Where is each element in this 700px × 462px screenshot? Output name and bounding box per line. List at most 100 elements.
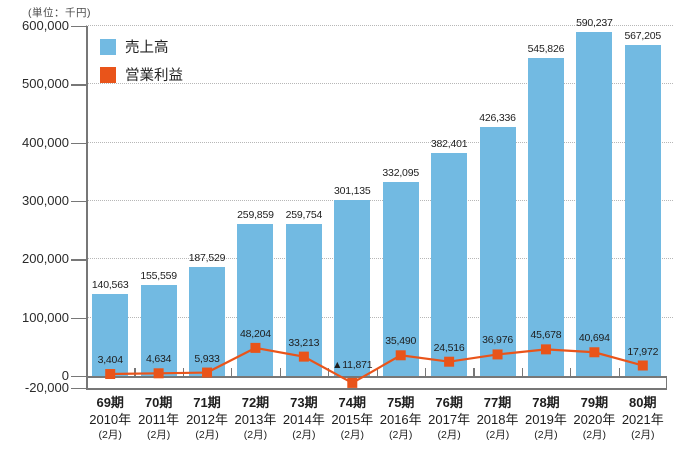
y-axis-tick bbox=[71, 26, 86, 28]
y-axis-label: 400,000 bbox=[22, 134, 69, 150]
legend-swatch-sales-icon bbox=[100, 38, 116, 55]
y-axis-label: -20,000 bbox=[24, 379, 69, 395]
x-axis-tick bbox=[570, 368, 572, 376]
x-axis-month-label: (2月) bbox=[631, 429, 655, 441]
x-axis-tick bbox=[618, 368, 620, 376]
legend-swatch-operating-profit-icon bbox=[100, 66, 116, 83]
revenue-bar bbox=[382, 182, 419, 376]
x-axis-year-label: 2010年 bbox=[89, 412, 132, 427]
profit-marker bbox=[347, 377, 358, 388]
x-axis-year-label: 2017年 bbox=[428, 412, 471, 427]
x-axis-year-label: 2011年 bbox=[138, 412, 180, 427]
x-axis-period-label: 73期 bbox=[290, 395, 318, 410]
bar-value-label: 155,559 bbox=[140, 270, 177, 283]
line-value-label: 5,933 bbox=[194, 352, 220, 365]
x-axis-month-label: (2月) bbox=[340, 429, 364, 441]
revenue-bar bbox=[527, 57, 564, 376]
right-axis-tick bbox=[666, 376, 668, 388]
bar-value-label: 140,563 bbox=[91, 279, 129, 291]
revenue-bar bbox=[624, 45, 661, 376]
x-axis-period-label: 74期 bbox=[338, 395, 367, 410]
x-axis-year-label: 2015年 bbox=[331, 412, 374, 427]
line-value-label: 33,213 bbox=[288, 336, 320, 349]
y-axis-label: 300,000 bbox=[22, 193, 69, 208]
gridline bbox=[86, 25, 673, 26]
line-value-label: 17,972 bbox=[627, 345, 659, 358]
x-axis-period-label: 70期 bbox=[144, 395, 173, 410]
legend-label-sales: 売上高 bbox=[125, 40, 169, 56]
y-axis-tick bbox=[71, 387, 86, 389]
x-axis-period-label: 71期 bbox=[193, 395, 221, 410]
revenue-bar bbox=[576, 31, 613, 376]
x-axis-year-label: 2018年 bbox=[476, 412, 519, 427]
line-value-label: 35,490 bbox=[385, 335, 417, 348]
line-value-label: 3,404 bbox=[97, 354, 123, 366]
x-axis-year-label: 2020年 bbox=[573, 412, 616, 427]
zero-line bbox=[86, 376, 667, 378]
line-value-label: 40,694 bbox=[578, 332, 610, 345]
x-axis-year-label: 2013年 bbox=[234, 412, 277, 427]
y-axis-line bbox=[86, 26, 88, 388]
x-axis-period-label: 80期 bbox=[629, 395, 657, 410]
legend-item-sales: 売上高 bbox=[100, 36, 183, 57]
x-axis-period-label: 76期 bbox=[435, 395, 463, 410]
x-axis-tick bbox=[473, 368, 475, 376]
x-axis-month-label: (2月) bbox=[534, 429, 558, 441]
x-axis-year-label: 2012年 bbox=[186, 412, 228, 427]
revenue-bar bbox=[479, 127, 516, 376]
y-axis-tick bbox=[71, 317, 86, 319]
x-axis-tick bbox=[521, 368, 523, 376]
revenue-bar bbox=[237, 224, 274, 376]
line-value-label: 45,678 bbox=[530, 329, 562, 342]
x-axis-year-label: 2014年 bbox=[282, 412, 325, 427]
gridline bbox=[86, 200, 673, 201]
y-axis-tick bbox=[71, 259, 86, 261]
gridline bbox=[86, 141, 673, 143]
x-axis-tick bbox=[424, 368, 427, 376]
x-axis-year-label: 2021年 bbox=[621, 412, 664, 427]
line-value-label: 48,204 bbox=[239, 327, 271, 340]
line-value-label: 24,516 bbox=[433, 341, 465, 354]
bottom-axis-line bbox=[86, 388, 667, 390]
x-axis-period-label: 72期 bbox=[241, 395, 270, 410]
legend-label-operating-profit: 営業利益 bbox=[125, 68, 183, 84]
line-value-label: ▲11,871 bbox=[332, 359, 373, 371]
bar-value-label: 259,859 bbox=[237, 209, 274, 222]
bar-value-label: 259,754 bbox=[285, 209, 323, 222]
x-axis-period-label: 79期 bbox=[580, 395, 609, 410]
y-axis-tick bbox=[71, 376, 86, 378]
y-axis-label: 100,000 bbox=[22, 309, 69, 325]
gridline bbox=[86, 258, 673, 260]
bar-value-label: 567,205 bbox=[624, 30, 662, 43]
revenue-bar bbox=[334, 200, 371, 376]
y-axis-tick bbox=[71, 201, 86, 203]
x-axis-month-label: (2月) bbox=[485, 429, 510, 441]
x-axis-month-label: (2月) bbox=[146, 429, 171, 441]
x-axis-period-label: 77期 bbox=[483, 395, 512, 410]
y-axis-label: 500,000 bbox=[22, 76, 69, 92]
bar-value-label: 426,336 bbox=[479, 112, 516, 125]
x-axis-tick bbox=[134, 368, 136, 376]
bar-value-label: 301,135 bbox=[334, 185, 371, 198]
x-axis-tick bbox=[231, 368, 233, 376]
x-axis-month-label: (2月) bbox=[195, 429, 219, 441]
line-value-label: 36,976 bbox=[482, 334, 513, 347]
bar-value-label: 332,095 bbox=[382, 167, 419, 180]
bar-value-label: 545,826 bbox=[527, 42, 565, 55]
line-value-label: 4,634 bbox=[145, 353, 172, 366]
bar-value-label: 382,401 bbox=[430, 137, 468, 150]
y-axis-tick bbox=[71, 84, 86, 86]
bar-value-label: 187,529 bbox=[188, 251, 226, 264]
x-axis-tick bbox=[279, 368, 281, 376]
x-axis-month-label: (2月) bbox=[98, 429, 122, 441]
revenue-bar bbox=[285, 224, 322, 376]
y-axis-label: 200,000 bbox=[22, 251, 69, 267]
bar-value-label: 590,237 bbox=[576, 16, 613, 29]
revenue-bar bbox=[431, 152, 468, 376]
y-axis-label: 600,000 bbox=[22, 18, 69, 33]
y-axis-tick bbox=[71, 142, 86, 144]
x-axis-month-label: (2月) bbox=[243, 429, 268, 441]
legend-item-operating-profit: 営業利益 bbox=[100, 64, 183, 85]
